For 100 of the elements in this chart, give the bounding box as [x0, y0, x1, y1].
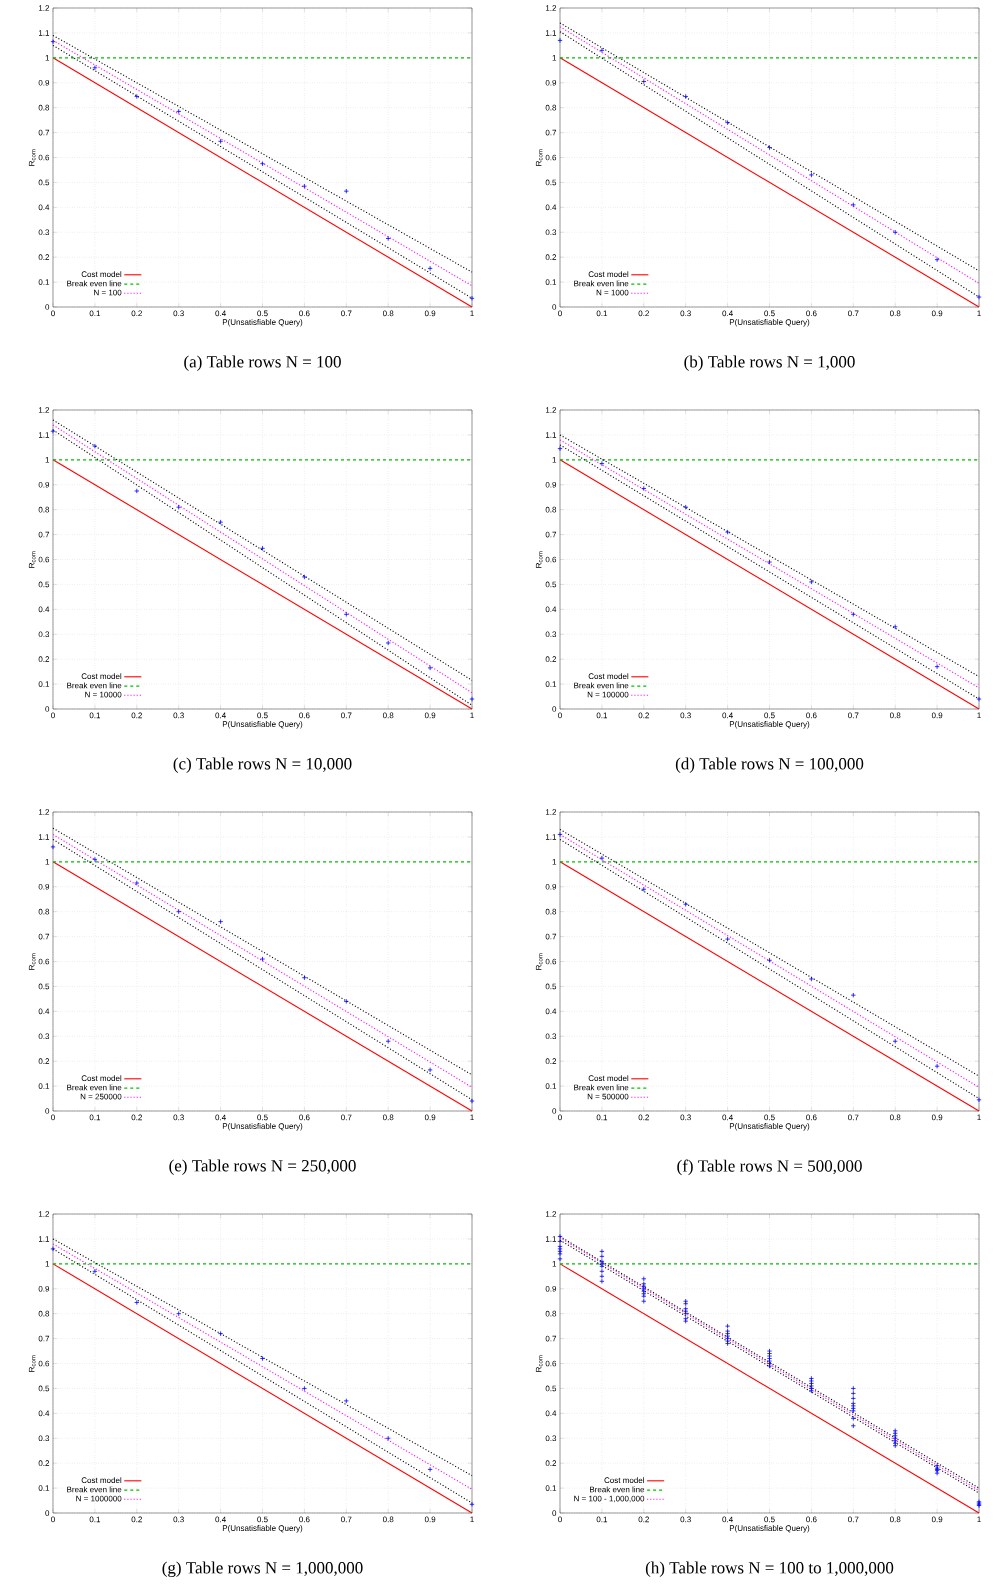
x-tick-label: 0.2	[638, 310, 649, 317]
point	[50, 844, 56, 850]
y-tick-label: 0.2	[545, 254, 557, 260]
x-tick-label: 0.6	[806, 1516, 817, 1523]
x-tick-label: 0.6	[299, 1114, 310, 1121]
y-tick-label: 0.8	[545, 1310, 557, 1317]
legend-label: N = 100	[94, 289, 122, 296]
x-tick-label: 0.5	[764, 310, 775, 317]
x-tick-label: 0.5	[764, 712, 775, 719]
x-tick-label: 0.5	[257, 712, 268, 719]
y-tick-label: 0.1	[545, 279, 557, 285]
x-tick-label: 0.1	[596, 712, 608, 719]
x-tick-label: 0	[558, 712, 562, 719]
y-tick-label: 1.2	[38, 407, 50, 413]
y-tick-label: 1.2	[38, 1211, 50, 1217]
text: (e) Table rows N = 250,000	[169, 1159, 356, 1175]
point	[683, 901, 689, 907]
legend-label: N = 1000000	[76, 1495, 122, 1502]
x-tick-label: 0.4	[215, 712, 226, 719]
point	[557, 37, 563, 43]
point	[343, 998, 349, 1004]
y-tick-label: 0.8	[545, 506, 557, 513]
legend-label: Break even line	[574, 1084, 629, 1091]
point	[766, 559, 773, 565]
y-tick-label: 0.5	[545, 179, 557, 186]
y-tick-label: 0.8	[545, 908, 557, 915]
y-tick-label: 1.2	[38, 5, 50, 11]
y-tick-label: 0.1	[545, 1083, 557, 1089]
y-tick-label: 0	[552, 1510, 557, 1516]
point	[218, 519, 224, 525]
point	[469, 696, 475, 702]
x-tick-label: 1	[977, 310, 981, 317]
y-tick-label: 1.2	[545, 1211, 557, 1217]
point	[725, 529, 731, 535]
x-tick-label: 0.6	[299, 1516, 310, 1523]
point	[301, 183, 307, 189]
point	[92, 65, 98, 71]
x-tick-label: 1	[470, 1516, 474, 1523]
point	[134, 880, 140, 886]
point	[301, 1385, 307, 1392]
y-tick-label: 0.6	[545, 1360, 557, 1367]
x-tick-label: 1	[977, 1516, 981, 1523]
x-tick-label: 0.5	[257, 1516, 268, 1523]
point	[850, 202, 856, 208]
x-tick-label: 0	[51, 1516, 55, 1523]
x-axis-title: P(Unsatisfiable Query)	[729, 1123, 810, 1131]
y-tick-label: 0.6	[38, 154, 50, 161]
x-tick-label: 0.4	[722, 1114, 733, 1121]
y-tick-label: 0.3	[545, 1435, 557, 1442]
point	[641, 78, 647, 85]
x-tick-label: 0.1	[89, 1516, 101, 1523]
x-tick-label: 0.7	[341, 310, 352, 317]
text: (a) Table rows N = 100	[184, 355, 341, 371]
y-tick-label: 0.3	[38, 229, 50, 236]
y-tick-label: 0.7	[545, 1335, 557, 1342]
y-tick-label: 1	[45, 1261, 50, 1267]
legend-label: N = 10000	[85, 691, 122, 698]
x-tick-label: 0.8	[382, 1516, 394, 1523]
text: (d) Table rows N = 100,000	[675, 757, 864, 773]
point	[343, 611, 349, 617]
legend-label: N = 100000	[587, 691, 629, 698]
y-tick-label: 0.1	[38, 1485, 50, 1491]
y-tick-label: 0.4	[545, 606, 557, 613]
point	[427, 265, 433, 271]
x-tick-label: 0.9	[931, 1516, 943, 1523]
x-tick-label: 0.9	[931, 1114, 943, 1121]
x-tick-label: 0.6	[806, 1114, 817, 1121]
y-tick-label: 0.9	[545, 1285, 557, 1292]
y-tick-label: 0.2	[545, 1058, 557, 1065]
x-tick-label: 0	[558, 1114, 562, 1121]
y-tick-label: 0.6	[38, 958, 50, 965]
point	[599, 460, 605, 467]
y-tick-label: 1.1	[545, 30, 557, 36]
x-tick-label: 0.9	[424, 712, 436, 719]
point	[808, 976, 815, 982]
point	[976, 696, 982, 702]
x-tick-label: 0.6	[806, 310, 817, 317]
point	[976, 294, 982, 300]
legend-label: Cost model	[588, 673, 629, 680]
y-tick-label: 0.3	[545, 631, 557, 638]
x-tick-label: 0.2	[131, 1516, 142, 1523]
y-axis-title: R$_{com}$	[535, 1355, 543, 1372]
x-tick-label: 0.3	[680, 1114, 691, 1121]
point	[134, 93, 140, 100]
x-tick-label: 0.9	[424, 310, 436, 317]
point	[259, 956, 266, 962]
y-tick-label: 0.4	[38, 606, 50, 613]
y-tick-label: 0.7	[38, 531, 50, 538]
point	[725, 120, 731, 126]
point	[218, 919, 224, 925]
x-tick-label: 0.5	[257, 310, 268, 317]
y-tick-label: 1.1	[545, 1236, 557, 1242]
x-tick-label: 0.1	[89, 712, 101, 719]
x-tick-label: 0.3	[173, 310, 184, 317]
point	[259, 545, 266, 551]
y-tick-label: 0.2	[38, 254, 50, 260]
x-axis-title: P(Unsatisfiable Query)	[222, 1123, 303, 1131]
x-tick-label: 1	[977, 1114, 981, 1121]
y-tick-label: 0.3	[38, 1033, 50, 1040]
y-tick-label: 1.2	[38, 809, 50, 815]
